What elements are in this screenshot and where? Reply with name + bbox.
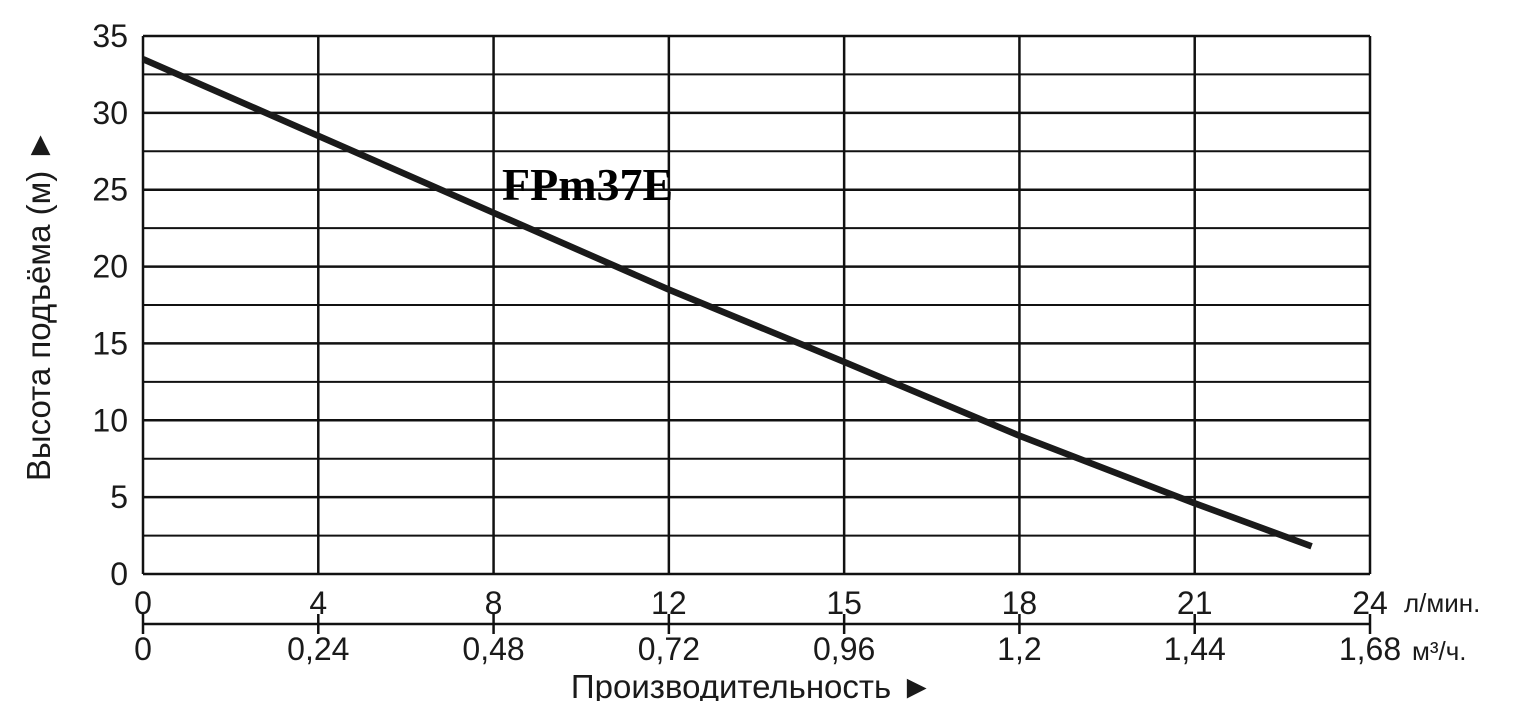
x-secondary-tick-label: 1,44 — [1164, 631, 1226, 667]
y-axis-title: Высота подъёма (м) ► — [20, 129, 57, 481]
x-axis-primary-unit: л/мин. — [1404, 588, 1480, 618]
x-secondary-tick-label: 1,68 — [1339, 631, 1401, 667]
major-grid — [141, 34, 1372, 576]
x-primary-tick-label: 4 — [309, 585, 327, 621]
y-tick-label: 5 — [110, 479, 128, 515]
x-secondary-tick-label: 0 — [134, 631, 152, 667]
x-primary-tick-label: 8 — [485, 585, 503, 621]
x-secondary-tick-label: 0,24 — [287, 631, 349, 667]
y-tick-label: 25 — [92, 172, 128, 208]
y-tick-label: 30 — [92, 95, 128, 131]
x-primary-tick-label: 0 — [134, 585, 152, 621]
y-tick-label: 0 — [110, 556, 128, 592]
y-tick-label: 10 — [92, 402, 128, 438]
y-axis-ticks: 0 5 10 15 20 25 30 35 — [92, 18, 128, 592]
y-tick-label: 15 — [92, 325, 128, 361]
x-secondary-tick-label: 0,72 — [638, 631, 700, 667]
y-tick-label: 20 — [92, 249, 128, 285]
series-group — [141, 56, 1313, 550]
minor-grid — [143, 73, 1370, 537]
x-secondary-tick-label: 1,2 — [997, 631, 1041, 667]
x-axis-secondary-unit: м³/ч. — [1412, 636, 1467, 666]
x-axis-primary-ticks: 0 4 8 12 15 18 21 24 — [134, 585, 1388, 621]
x-axis-title: Производительность ► — [571, 668, 933, 701]
x-axis-secondary-ticks: 0 0,24 0,48 0,72 0,96 1,2 1,44 1,68 — [134, 614, 1401, 667]
x-secondary-tick-label: 0,96 — [813, 631, 875, 667]
x-secondary-tick-label: 0,48 — [462, 631, 524, 667]
series-line-fpm37e — [141, 56, 1313, 550]
y-tick-label: 35 — [92, 18, 128, 54]
series-label-fpm37e: FPm37E — [502, 159, 673, 210]
